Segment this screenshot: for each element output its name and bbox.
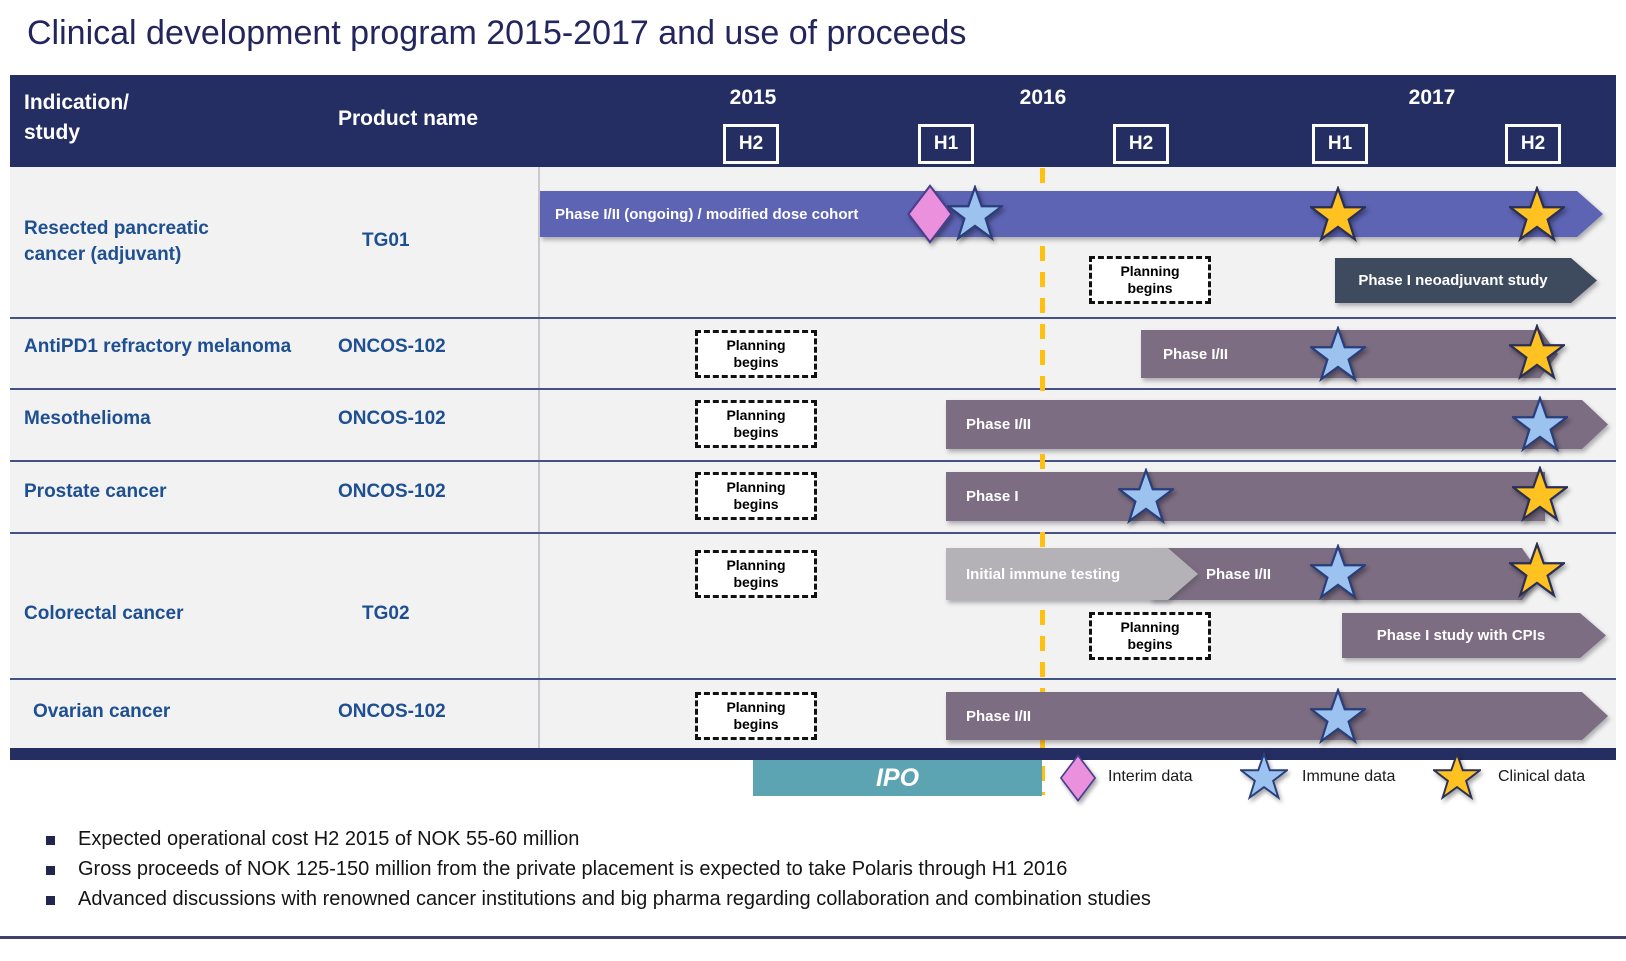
immune-data-star-marker [1118,468,1174,524]
row-product-oncos102: ONCOS-102 [338,408,446,429]
row-indication-ovarian: Ovarian cancer [33,701,171,722]
row-divider [10,460,1616,462]
immune-data-star-marker [947,185,1003,241]
row-indication-mesothelioma: Mesothelioma [24,408,151,429]
bullet-text-3: Advanced discussions with renowned cance… [78,888,1151,910]
clinical-data-star-marker [1509,186,1565,242]
header-indication-line1: Indication/ [24,91,129,114]
planning-begins-box: Planning begins [1089,612,1211,660]
planning-begins-box: Planning begins [695,550,817,598]
bar-phase1-2-ovarian: Phase I/II [946,692,1608,740]
header-product-name: Product name [338,107,479,130]
bar-label: Phase I/II (ongoing) / modified dose coh… [540,191,1603,237]
bar-phase1-prostate: Phase I [946,472,1545,521]
clinical-data-star-marker [1512,466,1568,522]
bar-label: Phase I/II [946,692,1608,740]
row-indication-resected-pancreatic: Resected pancreatic cancer (adjuvant) [24,218,209,265]
half-box-2016-h2: H2 [1113,124,1169,164]
bar-label: Phase I/II [946,400,1608,449]
row-product-tg02: TG02 [362,603,410,624]
row-divider [10,388,1616,390]
bar-phase1-2-ongoing: Phase I/II (ongoing) / modified dose coh… [540,191,1603,237]
table-bottom-band [10,748,1616,760]
legend-interim-data: Interim data [1108,768,1193,785]
table-header-band [10,75,1616,167]
legend-immune-data: Immune data [1302,768,1396,785]
header-indication-study: Indication/ study [24,88,129,148]
ipo-bar: IPO [753,760,1042,796]
row-divider [10,532,1616,534]
row-indication-colorectal: Colorectal cancer [24,603,184,624]
bar-phase1-neoadjuvant: Phase I neoadjuvant study [1335,258,1597,303]
immune-data-star-icon [1240,752,1288,800]
row-divider [10,317,1616,319]
planning-begins-box: Planning begins [695,692,817,740]
clinical-data-star-marker [1509,324,1565,380]
year-label-2016: 2016 [1019,86,1067,109]
page-title: Clinical development program 2015-2017 a… [27,14,967,52]
bullet-square [46,896,55,905]
bottom-rule [0,936,1626,939]
row-indication-prostate: Prostate cancer [24,481,167,502]
planning-begins-box: Planning begins [695,472,817,520]
planning-begins-box: Planning begins [1089,256,1211,304]
planning-begins-box: Planning begins [695,400,817,448]
bullet-square [46,866,55,875]
row-product-oncos102: ONCOS-102 [338,336,446,357]
half-box-2017-h2: H2 [1505,124,1561,164]
half-box-2015-h2: H2 [723,124,779,164]
row-product-oncos102: ONCOS-102 [338,481,446,502]
row-divider [10,678,1616,680]
year-label-2017: 2017 [1408,86,1456,109]
half-box-2017-h1: H1 [1312,124,1368,164]
year-label-2015: 2015 [729,86,777,109]
immune-data-star-marker [1310,688,1366,744]
header-indication-line2: study [24,121,81,144]
bullet-text-1: Expected operational cost H2 2015 of NOK… [78,828,580,850]
immune-data-star-marker [1310,544,1366,600]
row-product-oncos102: ONCOS-102 [338,701,446,722]
column-divider [538,167,540,748]
bar-phase1-study-with-cpis: Phase I study with CPIs [1342,613,1606,658]
interim-data-diamond-icon [1059,754,1097,802]
immune-data-star-marker [1512,396,1568,452]
bar-label: Initial immune testing [946,548,1198,600]
bar-label: Phase I neoadjuvant study [1335,258,1597,303]
row-indication-antipd1-melanoma: AntiPD1 refractory melanoma [24,336,292,357]
bar-label: Phase I study with CPIs [1342,613,1606,658]
clinical-data-star-icon [1433,752,1481,800]
planning-begins-box: Planning begins [695,330,817,378]
clinical-data-star-marker [1310,186,1366,242]
immune-data-star-marker [1310,326,1366,382]
half-box-2016-h1: H1 [918,124,974,164]
bar-phase1-2-mesothelioma: Phase I/II [946,400,1608,449]
legend-clinical-data: Clinical data [1498,768,1586,785]
row-product-tg01: TG01 [362,230,410,251]
bar-initial-immune-testing: Initial immune testing [946,548,1198,600]
interim-data-diamond-marker [907,184,953,244]
bullet-text-2: Gross proceeds of NOK 125-150 million fr… [78,858,1068,880]
bar-label: Phase I [946,472,1545,521]
bullet-square [46,836,55,845]
clinical-data-star-marker [1509,542,1565,598]
